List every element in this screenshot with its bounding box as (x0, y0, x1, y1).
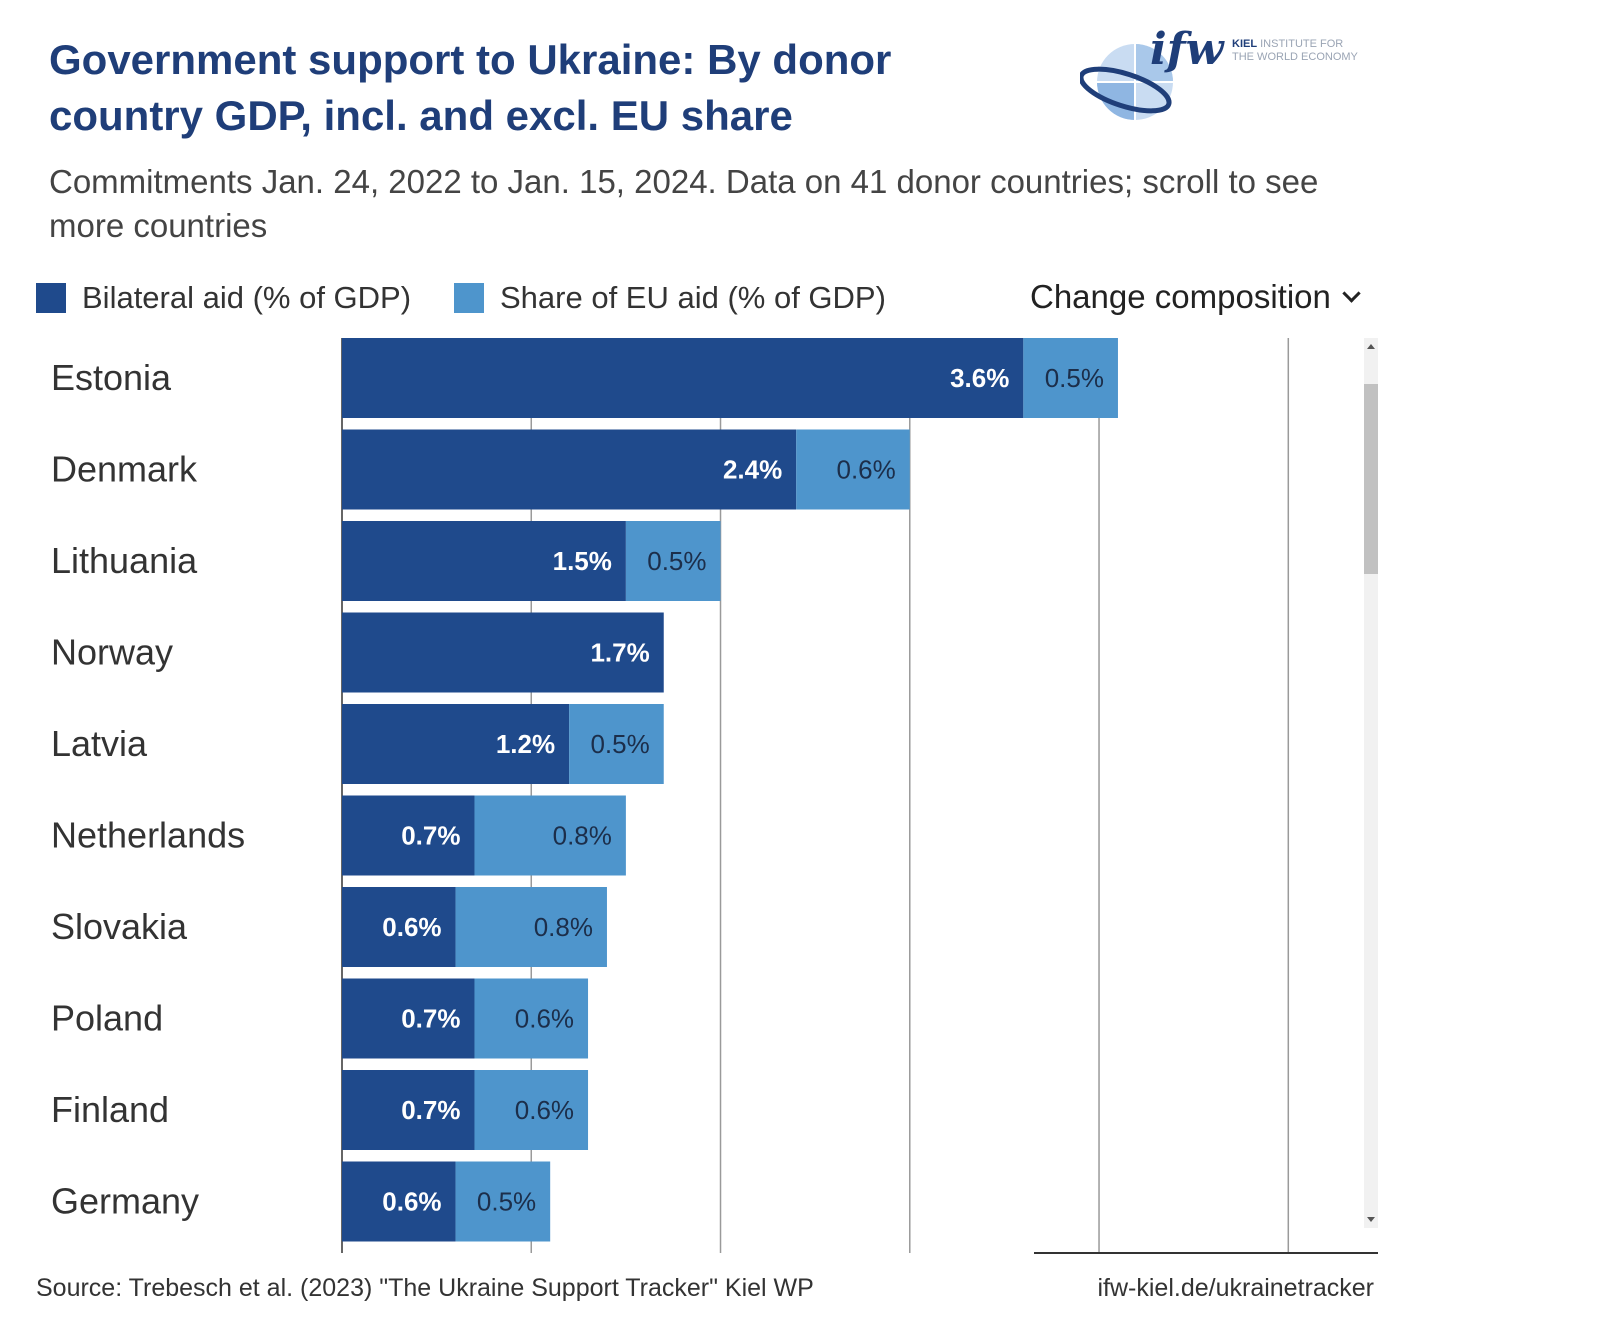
bar-bilateral-latvia (342, 704, 570, 784)
value-label-eu-latvia: 0.5% (590, 729, 649, 759)
bar-eu-finland (474, 1070, 589, 1150)
bar-eu-germany (455, 1161, 551, 1242)
value-label-bilateral-denmark: 2.4% (723, 455, 782, 485)
scroll-thumb[interactable] (1364, 384, 1378, 574)
value-label-bilateral-latvia: 1.2% (496, 729, 555, 759)
source-note: Source: Trebesch et al. (2023) "The Ukra… (36, 1274, 814, 1302)
change-composition-dropdown[interactable]: Change composition (1030, 278, 1361, 316)
category-label-netherlands: Netherlands (51, 815, 245, 856)
globe-logo-icon (1080, 44, 1173, 120)
value-label-eu-poland: 0.6% (515, 1004, 574, 1034)
bar-eu-denmark (796, 429, 910, 510)
bar-eu-lithuania (625, 521, 721, 601)
value-label-eu-estonia: 0.5% (1045, 363, 1104, 393)
bar-bilateral-netherlands (342, 795, 475, 876)
legend-item-bilateral[interactable]: Bilateral aid (% of GDP) (36, 280, 411, 316)
chart-scrollbar[interactable] (1364, 338, 1378, 1228)
category-label-latvia: Latvia (51, 723, 148, 764)
bar-bilateral-finland (342, 1070, 475, 1150)
value-label-bilateral-finland: 0.7% (401, 1095, 460, 1125)
value-label-eu-netherlands: 0.8% (553, 821, 612, 851)
bar-bilateral-estonia (342, 338, 1024, 418)
legend-swatch-bilateral (36, 283, 66, 313)
logo-institute-name: KIEL INSTITUTE FOR THE WORLD ECONOMY (1232, 38, 1358, 63)
value-label-bilateral-slovakia: 0.6% (382, 912, 441, 942)
chart-subtitle: Commitments Jan. 24, 2022 to Jan. 15, 20… (49, 163, 1319, 244)
chevron-down-icon (1342, 283, 1361, 303)
category-label-norway: Norway (51, 632, 173, 673)
category-label-germany: Germany (51, 1181, 199, 1222)
bar-chart: Estonia 3.6% 0.5% Denmark 2.4% 0.6% Lithuania 1… (51, 338, 1378, 1254)
bar-bilateral-lithuania (342, 521, 626, 601)
chart-title: Government support to Ukraine: By donor … (49, 36, 892, 139)
value-label-bilateral-estonia: 3.6% (950, 363, 1009, 393)
legend-item-eu[interactable]: Share of EU aid (% of GDP) (454, 280, 886, 316)
bar-eu-netherlands (474, 795, 626, 876)
value-label-eu-denmark: 0.6% (837, 455, 896, 485)
legend-label-eu: Share of EU aid (% of GDP) (500, 280, 886, 315)
bar-eu-estonia (1023, 338, 1118, 418)
category-label-lithuania: Lithuania (51, 540, 198, 581)
bar-bilateral-norway (342, 612, 664, 693)
bar-bilateral-germany (342, 1161, 456, 1242)
bar-eu-latvia (569, 704, 664, 784)
bar-eu-slovakia (455, 887, 607, 967)
value-label-bilateral-lithuania: 1.5% (553, 546, 612, 576)
category-label-denmark: Denmark (51, 449, 198, 490)
category-label-estonia: Estonia (51, 357, 172, 398)
bar-bilateral-slovakia (342, 887, 456, 967)
value-label-eu-germany: 0.5% (477, 1187, 536, 1217)
legend-label-bilateral: Bilateral aid (% of GDP) (82, 280, 412, 315)
bar-bilateral-denmark (342, 429, 797, 510)
category-label-finland: Finland (51, 1089, 169, 1130)
logo-wordmark: ifw (1150, 24, 1224, 75)
value-label-eu-slovakia: 0.8% (534, 912, 593, 942)
value-label-bilateral-poland: 0.7% (401, 1004, 460, 1034)
category-label-poland: Poland (51, 998, 163, 1039)
legend-swatch-eu (454, 283, 484, 313)
value-label-eu-lithuania: 0.5% (647, 546, 706, 576)
tracker-link[interactable]: ifw-kiel.de/ukrainetracker (1097, 1274, 1375, 1302)
value-label-bilateral-netherlands: 0.7% (401, 821, 460, 851)
value-label-eu-finland: 0.6% (515, 1095, 574, 1125)
change-composition-label: Change composition (1030, 278, 1331, 315)
bar-eu-poland (474, 978, 589, 1059)
value-label-bilateral-norway: 1.7% (590, 638, 649, 668)
category-label-slovakia: Slovakia (51, 906, 188, 947)
value-label-bilateral-germany: 0.6% (382, 1187, 441, 1217)
scroll-down-arrow-icon[interactable] (1367, 1217, 1375, 1222)
scroll-up-arrow-icon[interactable] (1367, 344, 1375, 349)
bar-bilateral-poland (342, 978, 475, 1059)
